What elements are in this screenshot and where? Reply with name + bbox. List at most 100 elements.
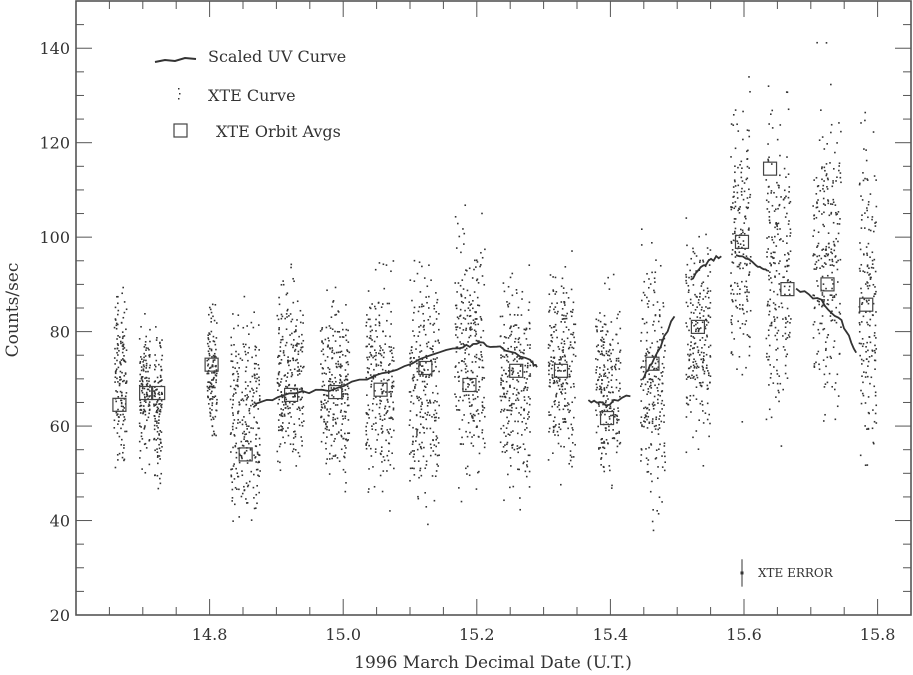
- xte-dot: [435, 365, 437, 368]
- xte-dot: [208, 347, 211, 350]
- xte-dot: [340, 350, 343, 353]
- xte-dot: [663, 366, 665, 369]
- xte-dot: [473, 384, 475, 387]
- xte-dot: [571, 433, 573, 436]
- xte-dot: [153, 403, 155, 406]
- xte-dot: [815, 193, 818, 195]
- xte-dot: [658, 424, 661, 426]
- xte-dot: [211, 434, 214, 437]
- xte-dot: [515, 407, 518, 409]
- xte-dot: [123, 407, 126, 409]
- xte-dot: [235, 442, 237, 445]
- xte-dot: [367, 491, 370, 493]
- xte-dot: [480, 264, 482, 266]
- xte-dot: [648, 278, 650, 280]
- xte-dot: [774, 226, 776, 229]
- xte-dot: [344, 415, 347, 417]
- xte-dot: [567, 427, 569, 430]
- xte-dot: [410, 360, 413, 363]
- xte-dot: [122, 343, 125, 346]
- xte-dot: [338, 331, 341, 333]
- xte-dot: [692, 436, 694, 439]
- xte-dot: [371, 329, 373, 332]
- xte-dot: [661, 382, 664, 385]
- xte-dot: [388, 417, 391, 420]
- xte-dot: [278, 371, 281, 373]
- xte-dot: [288, 364, 290, 367]
- xte-dot: [116, 338, 118, 340]
- xte-dot: [557, 377, 560, 380]
- xte-dot: [657, 402, 659, 404]
- xte-dot: [517, 338, 520, 341]
- xte-dot: [232, 412, 234, 414]
- xte-dot: [769, 262, 771, 265]
- xte-dot: [282, 422, 284, 424]
- xte-dot: [414, 387, 416, 389]
- xte-dot: [686, 325, 688, 328]
- xte-dot: [823, 300, 825, 303]
- xte-dot: [123, 459, 125, 462]
- xte-dot: [429, 427, 432, 430]
- xte-dot: [293, 388, 296, 391]
- xte-dot: [705, 353, 708, 356]
- xte-dot: [143, 443, 146, 446]
- xte-dot: [518, 447, 520, 449]
- xte-dot: [598, 448, 600, 450]
- xte-dot: [480, 336, 482, 339]
- xte-dot: [869, 341, 872, 344]
- xte-dot: [707, 369, 709, 372]
- xte-dot: [332, 455, 335, 457]
- xte-dot: [432, 324, 434, 326]
- xte-dot: [526, 386, 529, 389]
- xte-dot: [342, 418, 344, 420]
- xte-dot: [561, 392, 563, 395]
- xte-dot: [472, 394, 474, 396]
- xte-dot: [651, 342, 653, 344]
- xte-dot: [518, 337, 521, 339]
- xte-dot: [371, 303, 373, 305]
- xte-dot: [230, 344, 233, 347]
- xte-dot: [160, 406, 163, 409]
- xte-dot: [528, 321, 531, 324]
- xte-dot: [768, 344, 771, 347]
- xte-dot: [156, 425, 158, 427]
- xte-dot: [606, 376, 609, 379]
- xte-dot: [564, 392, 567, 394]
- xte-dot: [142, 411, 145, 413]
- xte-dot: [600, 442, 603, 444]
- xte-dot: [515, 324, 518, 326]
- xte-dot: [700, 358, 702, 361]
- xte-dot: [619, 349, 622, 352]
- xte-dot: [368, 343, 370, 346]
- xte-dot: [148, 463, 151, 466]
- xte-dot: [812, 254, 814, 257]
- xte-dot: [476, 391, 478, 393]
- xte-dot: [655, 416, 658, 419]
- xte-dot: [513, 347, 516, 349]
- xte-dot: [339, 363, 342, 366]
- xte-dot: [411, 377, 414, 380]
- xte-dot: [242, 343, 245, 345]
- xte-dot: [345, 438, 348, 441]
- xte-dot: [838, 169, 840, 172]
- xte-dot: [830, 357, 833, 359]
- xte-dot: [328, 325, 331, 327]
- xte-dot: [154, 368, 156, 371]
- xte-dot: [301, 388, 303, 391]
- xte-dot: [114, 466, 117, 469]
- xte-dot: [552, 289, 555, 291]
- xte-dot: [563, 445, 565, 448]
- xte-dot: [869, 229, 872, 232]
- xte-dot: [280, 413, 283, 415]
- xte-dot: [784, 253, 786, 256]
- xte-dot: [731, 261, 734, 264]
- xte-dot: [601, 437, 603, 440]
- xte-dot: [236, 378, 239, 381]
- xte-dot: [770, 416, 773, 419]
- xte-dot: [278, 445, 281, 448]
- xte-dot: [328, 414, 330, 417]
- xte-dot: [611, 338, 614, 341]
- xte-dot: [697, 329, 700, 331]
- xte-dot: [256, 468, 259, 471]
- xte-dot: [813, 321, 816, 323]
